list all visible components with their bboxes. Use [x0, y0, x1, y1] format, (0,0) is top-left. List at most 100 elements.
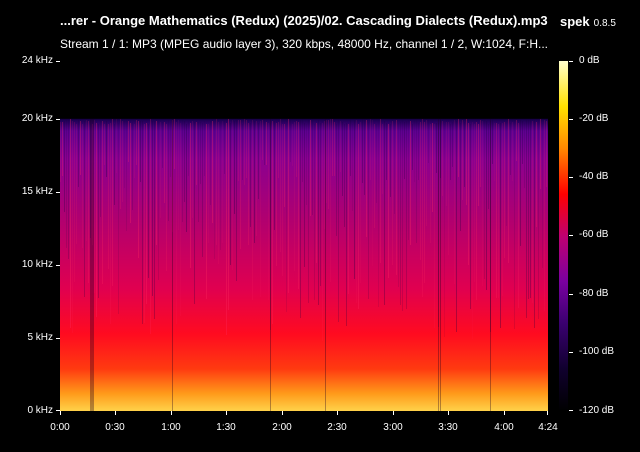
spectrogram-streak [482, 121, 483, 286]
spectrogram-streak [332, 119, 333, 176]
db-label-0: 0 dB [579, 55, 600, 66]
spectrogram-streak [502, 123, 503, 296]
spectrogram-plot[interactable] [60, 61, 548, 411]
freq-label-5: 5 kHz [27, 332, 53, 343]
stream-info: Stream 1 / 1: MP3 (MPEG audio layer 3), … [60, 37, 549, 51]
spectrogram-streak [338, 119, 339, 322]
db-tick [569, 119, 573, 120]
spectrogram-streak [178, 120, 179, 230]
spectrogram-streak [150, 119, 151, 334]
spectrogram-streak [168, 120, 169, 221]
spectrogram-streak [500, 123, 501, 328]
spectrogram-streak [486, 121, 487, 290]
db-tick [569, 235, 573, 236]
spectrogram-streak [190, 123, 191, 268]
spectrogram-streak [508, 119, 509, 263]
time-label-4-00: 4:00 [494, 422, 514, 433]
db-tick [569, 61, 573, 62]
spectrogram-streak [402, 120, 403, 311]
spectrogram-streak [408, 120, 409, 240]
freq-label-0: 0 kHz [27, 405, 53, 416]
spectrogram-streak [60, 122, 61, 182]
spectrogram-streak [172, 120, 173, 232]
spectrogram-streak [492, 119, 493, 164]
spectrogram-streak [498, 124, 499, 298]
spectrogram-streak [452, 122, 453, 167]
spectrogram-streak [302, 119, 303, 182]
time-label-3-00: 3:00 [383, 422, 403, 433]
spectrogram-dip [92, 119, 93, 411]
spectrogram-streak [516, 120, 517, 161]
spectrogram-streak [130, 123, 131, 223]
spectrogram-streak [384, 121, 385, 305]
spectrogram-streak [292, 124, 293, 166]
spectrogram-streak [260, 121, 261, 297]
spectrogram-streak [242, 124, 243, 180]
spectrogram-streak [180, 123, 181, 316]
spectrogram-streak [196, 122, 197, 185]
app-branding: spek 0.8.5 [560, 13, 616, 31]
freq-label-10: 10 kHz [21, 259, 53, 270]
spectrogram-streak [472, 122, 473, 339]
spectrogram-streak [350, 119, 351, 176]
spectrogram-streak [370, 119, 371, 180]
spectrogram-streak [202, 123, 203, 257]
spectrogram-streak [214, 122, 215, 259]
db-label-120: -120 dB [579, 405, 615, 416]
spectrogram-streak [112, 119, 113, 286]
spectrogram-streak [388, 124, 389, 278]
spectrogram-streak [216, 119, 217, 245]
spectrogram-streak [102, 121, 103, 284]
spectrogram-streak [182, 120, 183, 222]
spectrogram-streak [510, 123, 511, 175]
spectrogram-streak [186, 124, 187, 232]
spectrogram-streak [228, 119, 229, 310]
spectrogram-streak [392, 121, 393, 265]
spectrogram-streak [224, 119, 225, 174]
spectrogram-streak [184, 121, 185, 202]
spectrogram-streak [382, 124, 383, 194]
time-label-0-30: 0:30 [105, 422, 125, 433]
time-tick [504, 411, 505, 415]
time-tick [393, 411, 394, 415]
spectrogram-streak [244, 119, 245, 185]
spectrogram-streak [74, 122, 75, 282]
spectrogram-streak [490, 121, 491, 332]
spectrogram-streak [158, 119, 159, 280]
spectrogram-streak [534, 120, 535, 328]
spectrogram-streak [444, 124, 445, 337]
freq-label-20: 20 kHz [21, 113, 53, 124]
spectrogram-streak [394, 122, 395, 214]
spectrogram-streak [120, 119, 121, 209]
spectrogram-streak [340, 121, 341, 172]
freq-label-15: 15 kHz [21, 186, 53, 197]
spectrogram-streak [494, 123, 495, 181]
spectrogram-dip [270, 119, 271, 411]
spectrogram-streak [90, 120, 91, 238]
spectrogram-streak [230, 123, 231, 265]
spectrogram-streak [418, 123, 419, 180]
spectrogram-streak [80, 121, 81, 175]
spectrogram-streak [128, 121, 129, 162]
spectrogram-streak [218, 122, 219, 264]
spectrogram-streak [192, 121, 193, 218]
spectrogram-streak [136, 120, 137, 165]
spectrogram-streak [372, 120, 373, 266]
spectrogram-streak [456, 121, 457, 332]
spectrogram-streak [422, 119, 423, 297]
spectrogram-streak [298, 122, 299, 289]
spectrogram-streak [284, 124, 285, 207]
db-tick [569, 294, 573, 295]
spectrogram-dip [93, 119, 94, 411]
spectrogram-dip [91, 119, 92, 411]
spectrogram-streak [154, 121, 155, 319]
time-label-1-30: 1:30 [216, 422, 236, 433]
spectrogram-streak [108, 124, 109, 269]
spectrogram-streak [64, 121, 65, 212]
spectrogram-streak [282, 124, 283, 276]
time-label-1-00: 1:00 [161, 422, 181, 433]
spectrogram-streak [366, 120, 367, 237]
spectrogram-streak [536, 122, 537, 227]
spectrogram-streak [432, 123, 433, 212]
spectrogram-streak [470, 124, 471, 309]
